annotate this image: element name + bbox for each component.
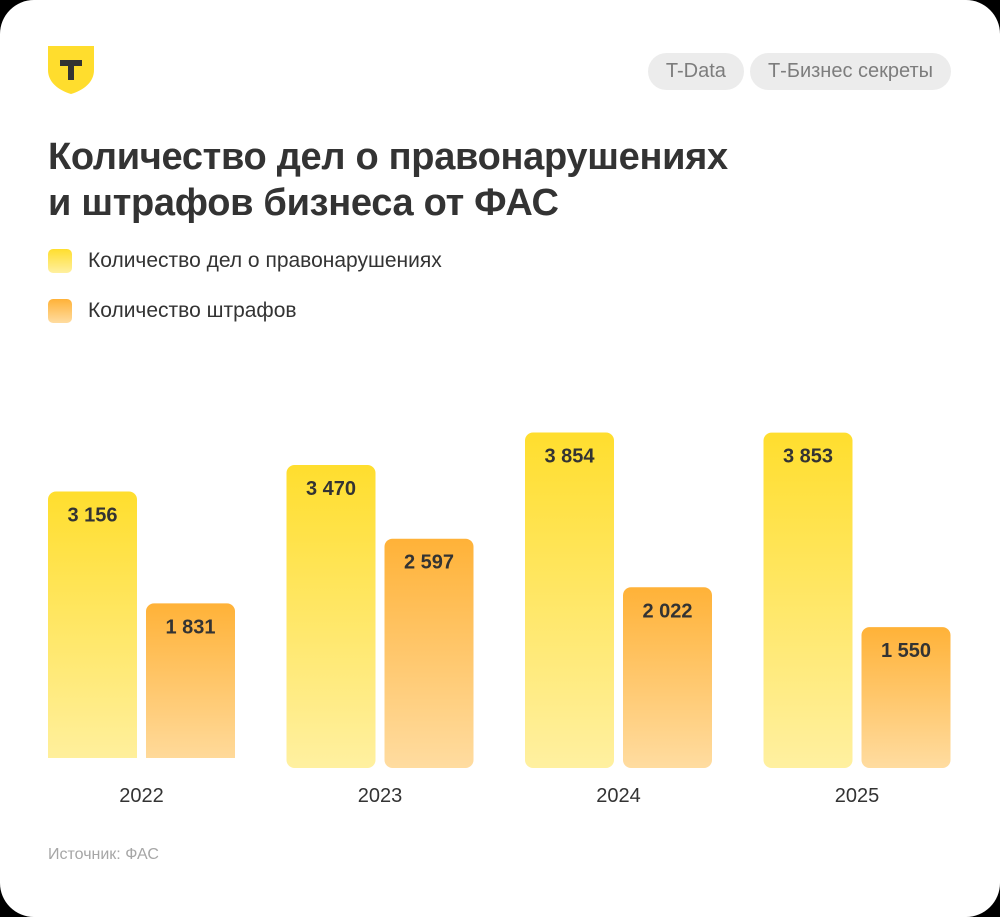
bar-fines-2023 [384,538,474,768]
data-label-fines-2023: 2 597 [404,552,454,574]
legend-label-cases: Количество дел о правонарушениях [88,249,442,272]
legend-swatch-cases [48,249,72,273]
bar-fines-2022 [146,603,235,768]
legend-item-cases: Количество дел о правонарушениях [48,244,442,278]
bar-cases-2022 [48,491,137,768]
bar-cases-2023 [286,464,376,768]
header-tags: T-Data Т-Бизнес секреты [647,53,951,90]
x-tick-label-2022: 2022 [119,785,164,807]
chart-legend: Количество дел о правонарушениях Количес… [48,244,442,344]
data-label-cases-2023: 3 470 [306,478,356,500]
legend-item-fines: Количество штрафов [48,294,442,328]
tag-t-data[interactable]: T-Data [647,53,744,90]
x-tick-label-2024: 2024 [596,785,641,807]
bar-fines-2024 [623,587,712,768]
data-label-cases-2022: 3 156 [67,504,117,526]
baseline-mask [0,758,1000,770]
bar-fines-2025 [861,627,951,768]
data-label-fines-2022: 1 831 [165,616,215,638]
bar-cases-2025 [763,432,853,768]
tbank-logo-icon [48,46,94,94]
data-label-fines-2024: 2 022 [642,600,692,622]
data-label-cases-2024: 3 854 [544,446,595,468]
source-note: Источник: ФАС [48,846,159,863]
data-label-fines-2025: 1 550 [881,640,931,662]
tag-t-business-secrets[interactable]: Т-Бизнес секреты [749,53,951,90]
x-tick-label-2025: 2025 [835,785,880,807]
title-line-1: Количество дел о правонарушениях [48,136,728,178]
data-label-cases-2025: 3 853 [783,446,833,468]
page-title: Количество дел о правонарушениях и штраф… [48,134,728,226]
x-tick-label-2023: 2023 [358,785,403,807]
legend-label-fines: Количество штрафов [88,299,297,322]
bar-chart: 3 156 1 831 2022 3 470 2 597 2023 3 854 2 022 20… [0,432,1000,807]
legend-swatch-fines [48,299,72,323]
bar-cases-2024 [525,432,614,768]
title-line-2: и штрафов бизнеса от ФАС [48,182,559,224]
